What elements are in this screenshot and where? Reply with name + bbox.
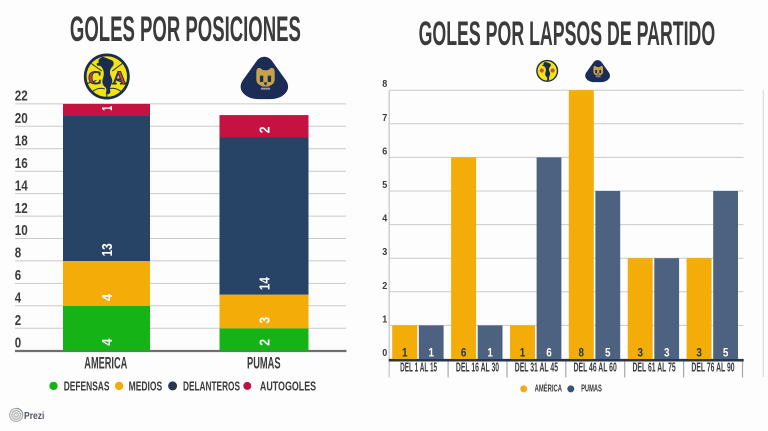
svg-text:A: A: [112, 68, 126, 89]
svg-text:3: 3: [696, 348, 702, 360]
svg-text:DEL 16 AL 30: DEL 16 AL 30: [456, 360, 499, 374]
svg-text:1: 1: [382, 313, 387, 325]
svg-text:20: 20: [15, 110, 28, 127]
svg-text:DEL 76 AL 90: DEL 76 AL 90: [691, 360, 734, 374]
svg-text:1: 1: [428, 348, 434, 360]
svg-text:PUMAS: PUMAS: [247, 354, 281, 372]
svg-text:DEL 31 AL 45: DEL 31 AL 45: [515, 360, 558, 374]
svg-text:6: 6: [382, 145, 387, 157]
svg-text:10: 10: [15, 222, 28, 239]
svg-text:GOLES POR POSICIONES: GOLES POR POSICIONES: [70, 9, 301, 49]
svg-text:6: 6: [546, 348, 552, 360]
svg-text:AMERICA: AMERICA: [84, 354, 127, 372]
svg-text:8: 8: [382, 78, 387, 90]
svg-text:DELANTEROS: DELANTEROS: [183, 378, 240, 393]
svg-text:6: 6: [15, 267, 21, 284]
svg-text:0: 0: [382, 347, 387, 359]
svg-text:2: 2: [382, 280, 387, 292]
svg-text:4: 4: [15, 290, 22, 307]
svg-text:14: 14: [15, 177, 29, 194]
svg-text:4: 4: [99, 293, 116, 301]
svg-text:16: 16: [15, 155, 28, 172]
svg-text:4: 4: [99, 338, 116, 346]
svg-text:2: 2: [256, 339, 273, 346]
svg-text:12: 12: [15, 200, 28, 217]
svg-text:1: 1: [402, 348, 408, 360]
svg-text:PUMAS: PUMAS: [581, 384, 602, 395]
svg-text:MEDIOS: MEDIOS: [129, 378, 163, 393]
svg-text:7: 7: [382, 112, 387, 124]
svg-text:DEL 46 AL 60: DEL 46 AL 60: [574, 360, 617, 374]
svg-text:5: 5: [605, 348, 611, 360]
svg-text:DEL 1 AL 15: DEL 1 AL 15: [400, 360, 437, 374]
svg-text:AMÉRICA: AMÉRICA: [535, 382, 562, 395]
svg-text:13: 13: [99, 243, 116, 256]
svg-text:2: 2: [15, 312, 21, 329]
svg-text:3: 3: [382, 246, 387, 258]
svg-text:1: 1: [487, 348, 493, 360]
svg-text:Prezi: Prezi: [24, 410, 44, 422]
svg-text:DEFENSAS: DEFENSAS: [64, 378, 110, 393]
svg-text:1: 1: [520, 348, 526, 360]
svg-text:18: 18: [15, 132, 28, 149]
svg-text:GOLES POR LAPSOS DE PARTIDO: GOLES POR LAPSOS DE PARTIDO: [419, 15, 716, 53]
svg-text:22: 22: [15, 88, 28, 105]
svg-text:6: 6: [461, 348, 467, 360]
svg-text:8: 8: [579, 348, 585, 360]
svg-text:DEL 61 AL 75: DEL 61 AL 75: [633, 360, 676, 374]
svg-text:5: 5: [382, 179, 387, 191]
svg-text:3: 3: [256, 317, 273, 324]
svg-text:AUTOGOLES: AUTOGOLES: [260, 378, 316, 393]
svg-text:14: 14: [256, 277, 273, 291]
svg-text:C: C: [88, 68, 102, 89]
svg-text:1: 1: [99, 106, 116, 111]
svg-text:3: 3: [637, 348, 643, 360]
svg-text:3: 3: [664, 348, 670, 360]
svg-text:8: 8: [15, 245, 21, 262]
svg-text:5: 5: [723, 348, 729, 360]
svg-text:4: 4: [382, 213, 387, 225]
svg-text:2: 2: [256, 127, 273, 134]
svg-text:0: 0: [15, 334, 21, 351]
